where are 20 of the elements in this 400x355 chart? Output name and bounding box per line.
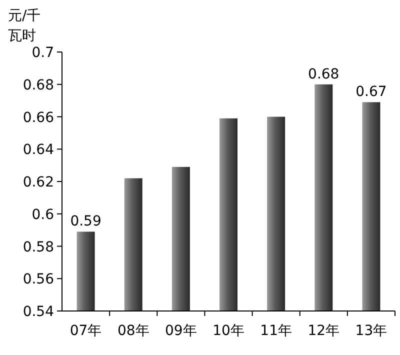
data-label: 0.68 (308, 66, 340, 82)
x-tick-label: 10年 (212, 323, 244, 339)
data-label: 0.67 (356, 84, 387, 100)
x-tick-label: 13年 (355, 323, 388, 339)
y-tick-label: 0.62 (22, 174, 54, 190)
y-tick-label: 0.66 (22, 110, 54, 126)
x-tick-label: 11年 (260, 323, 292, 339)
y-tick-label: 0.7 (32, 45, 54, 61)
y-tick-label: 0.64 (22, 142, 54, 158)
y-axis-title: 元/千瓦时 (8, 8, 41, 44)
x-tick-label: 12年 (308, 323, 340, 339)
y-tick-label: 0.68 (22, 77, 54, 94)
y-tick-label: 0.6 (32, 206, 54, 223)
y-tick-label: 0.58 (22, 239, 54, 256)
y-tick-label: 0.56 (22, 272, 54, 288)
y-tick-label: 0.54 (22, 304, 54, 320)
data-label: 0.59 (70, 214, 102, 230)
x-tick-label: 08年 (117, 323, 150, 339)
x-tick-label: 07年 (70, 323, 102, 339)
x-tick-label: 09年 (165, 323, 197, 339)
